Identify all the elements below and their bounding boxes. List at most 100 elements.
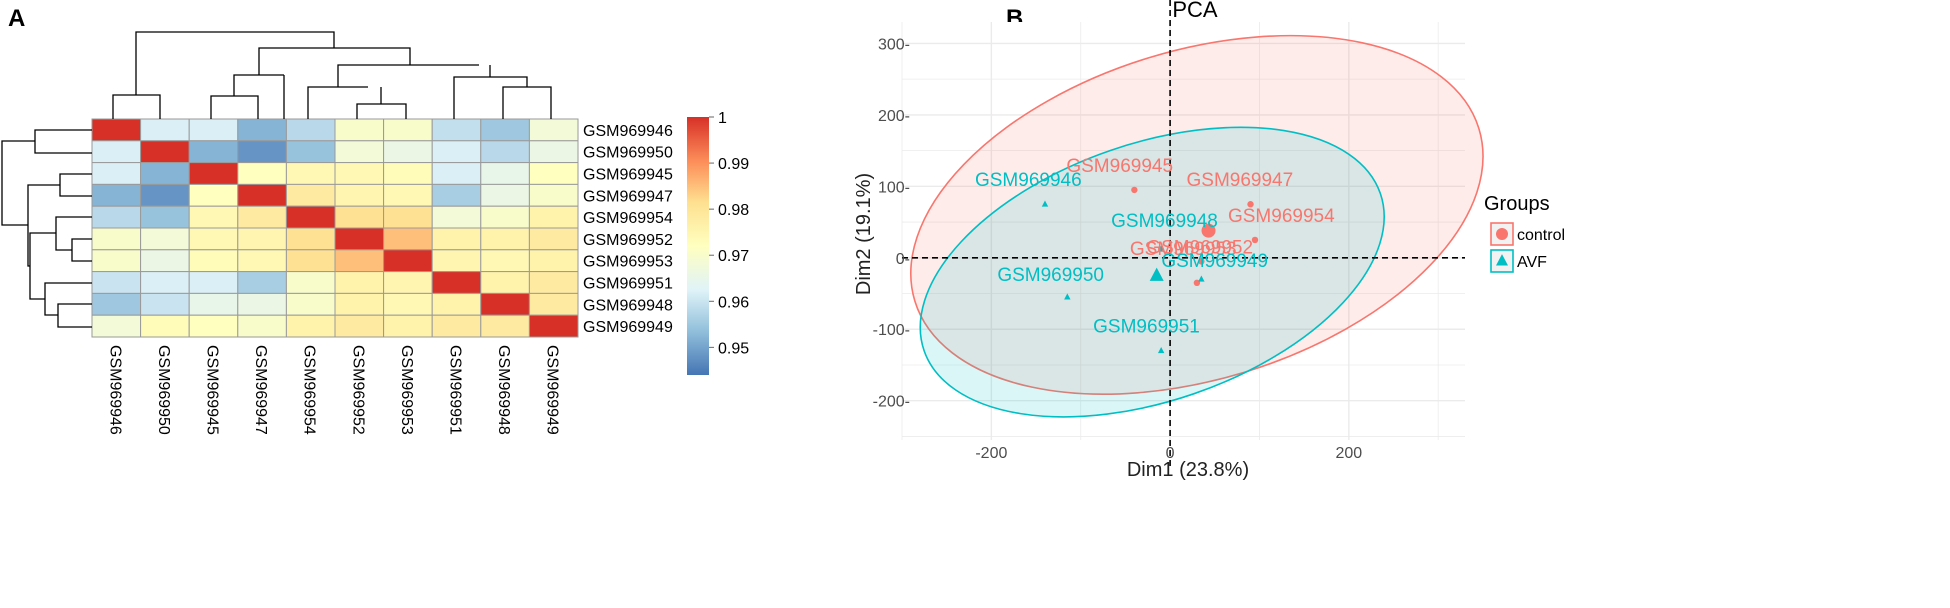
- heatmap-cell: [528, 271, 579, 294]
- colorbar-gradient: [687, 117, 709, 375]
- pca-point-label: GSM969953: [1130, 239, 1237, 260]
- pca-y-tick-label: 200-: [878, 108, 910, 125]
- heatmap-cell: [237, 271, 287, 294]
- heatmap-cell: [431, 271, 482, 294]
- row-dendrogram: [1, 129, 92, 328]
- heatmap-cell: [140, 205, 190, 229]
- heatmap-cell: [480, 292, 530, 316]
- heatmap-cell: [480, 205, 530, 229]
- colorbar-tick-label: 0.97: [718, 248, 749, 265]
- heatmap-cell: [285, 249, 336, 273]
- heatmap-cell: [431, 314, 482, 338]
- colorbar-tick-label: 1: [718, 110, 727, 127]
- colorbar: 1 0.99 0.98 0.97 0.96 0.95: [687, 110, 749, 375]
- heatmap-cell: [334, 140, 385, 164]
- heatmap-column-labels: GSM969946 GSM969950 GSM969945 GSM969947 GSM9…: [106, 345, 560, 435]
- heatmap-cell: [285, 162, 336, 185]
- heatmap-cell: [140, 183, 190, 207]
- heatmap-cell: [91, 162, 142, 185]
- heatmap-cell: [91, 118, 142, 142]
- pca-y-tick-label: -200-: [873, 394, 910, 411]
- heatmap-cell: [431, 118, 482, 142]
- heatmap-cell: [383, 162, 433, 185]
- pca-ellipse-avf: [919, 126, 1385, 418]
- pca-point-label: GSM969951: [1093, 317, 1200, 338]
- pca-y-tick-label: 100-: [878, 179, 910, 196]
- pca-y-tick-label: 300-: [878, 36, 910, 53]
- pca-panel: GSM969945GSM969947GSM969954GSM969952GSM9…: [853, 0, 1565, 481]
- pca-centroid-control: [1201, 223, 1216, 238]
- heatmap-cell: [140, 292, 190, 316]
- heatmap-cell: [528, 292, 579, 316]
- heatmap-cell: [91, 227, 142, 251]
- heatmap-cell: [528, 162, 579, 185]
- heatmap-cell: [91, 205, 142, 229]
- heatmap-cell: [285, 140, 336, 164]
- heatmap-cell: [285, 183, 336, 207]
- pca-legend-marker-control: [1496, 228, 1508, 240]
- pca-point: [1131, 186, 1138, 194]
- heatmap-row-label: GSM969946: [583, 123, 673, 140]
- heatmap-cell: [528, 140, 579, 164]
- heatmap-cell: [383, 183, 433, 207]
- heatmap-cell: [285, 118, 336, 142]
- heatmap-column-label: GSM969952: [349, 345, 366, 435]
- heatmap-cell: [188, 183, 239, 207]
- pca-x-tick-label: 0: [1166, 445, 1175, 462]
- heatmap-column-label: GSM969946: [106, 345, 123, 435]
- heatmap-cell: [237, 118, 287, 142]
- pca-point: [1157, 245, 1165, 252]
- pca-point: [1198, 258, 1205, 265]
- heatmap-cell: [285, 314, 336, 338]
- heatmap-column-label: GSM969945: [204, 345, 221, 435]
- heatmap-cell: [237, 227, 287, 251]
- heatmap-row-label: GSM969948: [583, 297, 673, 314]
- heatmap-cell: [334, 162, 385, 185]
- heatmap-cell: [140, 227, 190, 251]
- pca-point: [1247, 201, 1254, 208]
- heatmap-cell: [237, 292, 287, 316]
- pca-point-label: GSM969947: [1187, 170, 1294, 191]
- heatmap-cell: [528, 183, 579, 207]
- heatmap-cell: [334, 314, 385, 338]
- heatmap-column-label: GSM969951: [447, 345, 464, 435]
- heatmap-cells: [91, 118, 579, 338]
- heatmap-row-labels: GSM969946 GSM969950 GSM969945 GSM969947 GSM9…: [583, 123, 673, 336]
- heatmap-cell: [237, 205, 287, 229]
- heatmap-cell: [140, 271, 190, 294]
- heatmap-column-label: GSM969947: [252, 345, 269, 435]
- pca-point: [1064, 293, 1071, 300]
- heatmap-cell: [140, 118, 190, 142]
- colorbar-tick-label: 0.98: [718, 202, 749, 219]
- heatmap-cell: [285, 271, 336, 294]
- pca-centroid-avf: [1149, 267, 1164, 281]
- heatmap-cell: [528, 249, 579, 273]
- heatmap-cell: [383, 140, 433, 164]
- heatmap-cell: [91, 271, 142, 294]
- heatmap-cell: [431, 227, 482, 251]
- heatmap-cell: [334, 292, 385, 316]
- pca-point: [1251, 236, 1259, 244]
- heatmap-cell: [188, 292, 239, 316]
- pca-legend-label: control: [1517, 227, 1565, 244]
- heatmap-column-label: GSM969950: [155, 345, 172, 435]
- heatmap-cell: [188, 314, 239, 338]
- heatmap-cell: [188, 140, 239, 164]
- pca-ticks: -200 0 200 300- 200- 100- 0- -100- -200-: [873, 36, 1363, 462]
- panel-a-label: A: [8, 5, 25, 32]
- heatmap-cell: [188, 205, 239, 229]
- heatmap-cell: [237, 140, 287, 164]
- heatmap-panel: GSM969946 GSM969950 GSM969945 GSM969947 GSM9…: [1, 31, 749, 435]
- pca-ellipses: [910, 34, 1484, 418]
- heatmap-cell: [383, 227, 433, 251]
- pca-point-label: GSM969952: [1146, 237, 1253, 258]
- heatmap-cell: [431, 140, 482, 164]
- heatmap-row-label: GSM969954: [583, 210, 673, 227]
- heatmap-cell: [431, 162, 482, 185]
- heatmap-cell: [383, 314, 433, 338]
- heatmap-cell: [431, 205, 482, 229]
- heatmap-cell: [480, 162, 530, 185]
- pca-point-label: GSM969945: [1066, 156, 1173, 177]
- heatmap-cell: [237, 183, 287, 207]
- heatmap-row-label: GSM969951: [583, 276, 673, 293]
